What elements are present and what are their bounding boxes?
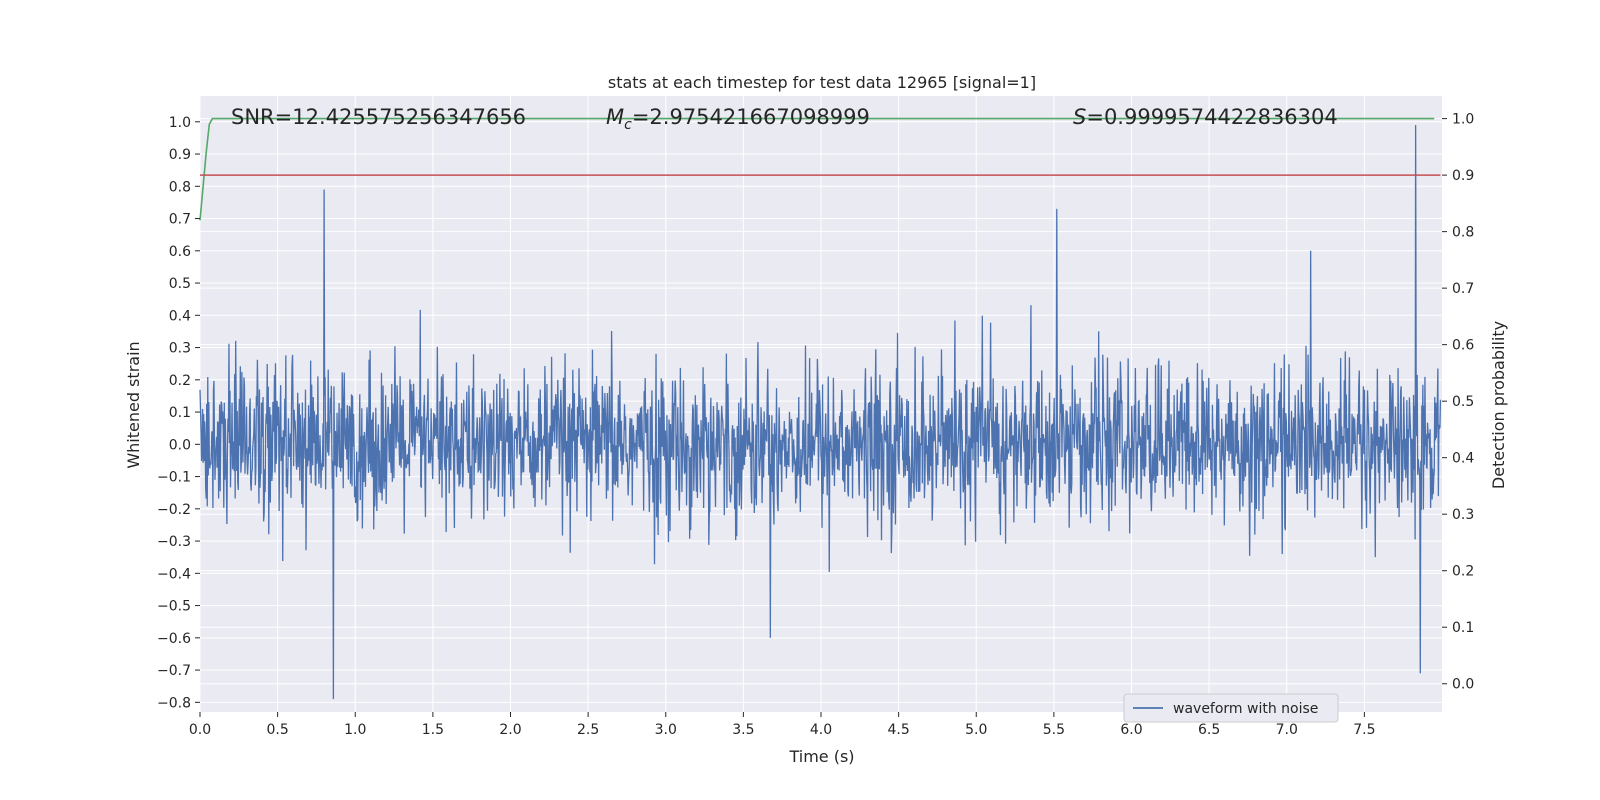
y-left-tick-label: 0.7 bbox=[169, 212, 191, 228]
x-tick-label: 2.0 bbox=[499, 722, 521, 738]
y-right-tick-label: 0.3 bbox=[1452, 507, 1474, 523]
probability-series bbox=[199, 117, 1441, 221]
waveform-series bbox=[199, 125, 1442, 700]
x-tick-label: 0.5 bbox=[266, 722, 288, 738]
x-tick-label: 2.5 bbox=[577, 722, 599, 738]
chirp-mass-annotation: Mc=2.975421667098999 bbox=[606, 105, 870, 133]
y-right-tick-label: 0.4 bbox=[1452, 451, 1474, 467]
x-tick-label: 0.0 bbox=[189, 722, 211, 738]
legend-entry-label: waveform with noise bbox=[1173, 701, 1318, 717]
y-right-axis-ticks: 0.0 0.1 0.2 0.3 0.4 0.5 0.6 0.7 0.8 0.9 1.0 bbox=[1442, 112, 1474, 693]
y-left-tick-label: −0.8 bbox=[157, 695, 191, 711]
y-left-tick-label: −0.7 bbox=[157, 663, 191, 679]
chirp-mass-symbol: M bbox=[606, 105, 624, 129]
chirp-mass-value: =2.975421667098999 bbox=[632, 105, 870, 129]
y-right-tick-label: 0.8 bbox=[1452, 225, 1474, 241]
y-left-tick-label: 0.9 bbox=[169, 147, 191, 163]
x-tick-label: 7.5 bbox=[1353, 722, 1375, 738]
y-left-tick-label: 0.5 bbox=[169, 276, 191, 292]
waveform-line bbox=[199, 125, 1442, 700]
y-right-axis-label: Detection probability bbox=[1489, 321, 1508, 489]
y-left-tick-label: −0.3 bbox=[157, 534, 191, 550]
y-left-tick-label: −0.2 bbox=[157, 502, 191, 518]
y-right-tick-label: 0.0 bbox=[1452, 677, 1474, 693]
x-axis-label: Time (s) bbox=[788, 747, 854, 766]
y-left-axis-label: Whitened strain bbox=[124, 341, 143, 468]
x-axis-ticks: 0.0 0.5 1.0 1.5 2.0 2.5 3.0 3.5 4.0 4.5 5.0 5.5 6.0 6… bbox=[189, 712, 1376, 738]
x-tick-label: 5.5 bbox=[1043, 722, 1065, 738]
y-left-tick-label: 0.1 bbox=[169, 405, 191, 421]
y-left-tick-label: 0.2 bbox=[169, 373, 191, 389]
legend: waveform with noise bbox=[1123, 693, 1339, 723]
y-left-tick-label: 0.4 bbox=[169, 308, 191, 324]
snr-annotation: SNR=12.425575256347656 bbox=[231, 105, 526, 129]
y-right-tick-label: 0.2 bbox=[1452, 564, 1474, 580]
y-right-tick-label: 0.1 bbox=[1452, 620, 1474, 636]
y-right-tick-label: 1.0 bbox=[1452, 112, 1474, 128]
detection-stat-value: =0.9999574422836304 bbox=[1086, 105, 1337, 129]
x-tick-label: 1.0 bbox=[344, 722, 366, 738]
grid-lines bbox=[199, 96, 1442, 712]
x-tick-label: 5.0 bbox=[965, 722, 987, 738]
y-right-tick-label: 0.5 bbox=[1452, 394, 1474, 410]
y-left-tick-label: 1.0 bbox=[169, 115, 191, 131]
detection-stat-symbol: S bbox=[1073, 105, 1086, 129]
y-right-tick-label: 0.7 bbox=[1452, 281, 1474, 297]
y-left-tick-label: −0.4 bbox=[157, 566, 191, 582]
x-tick-label: 1.5 bbox=[422, 722, 444, 738]
chart-title: stats at each timestep for test data 129… bbox=[608, 73, 1036, 92]
legend-box bbox=[1123, 693, 1339, 723]
y-right-tick-label: 0.9 bbox=[1452, 168, 1474, 184]
y-left-tick-label: 0.3 bbox=[169, 341, 191, 357]
chirp-mass-subscript: c bbox=[624, 117, 632, 133]
y-left-tick-label: 0.8 bbox=[169, 179, 191, 195]
x-tick-label: 6.0 bbox=[1120, 722, 1142, 738]
detection-stat-annotation: S=0.9999574422836304 bbox=[1073, 105, 1338, 129]
x-tick-label: 7.0 bbox=[1276, 722, 1298, 738]
y-left-tick-label: 0.0 bbox=[169, 437, 191, 453]
detection-probability-line bbox=[199, 117, 1435, 221]
x-tick-label: 4.5 bbox=[887, 722, 909, 738]
x-tick-label: 4.0 bbox=[810, 722, 832, 738]
y-left-tick-label: −0.5 bbox=[157, 599, 191, 615]
y-left-tick-label: −0.1 bbox=[157, 470, 191, 486]
x-tick-label: 3.0 bbox=[655, 722, 677, 738]
y-left-tick-label: 0.6 bbox=[169, 244, 191, 260]
y-right-tick-label: 0.6 bbox=[1452, 338, 1474, 354]
y-left-axis-ticks: −0.8 −0.7 −0.6 −0.5 −0.4 −0.3 −0.2 −0.1 0.0 0.1 0.… bbox=[157, 115, 200, 711]
x-tick-label: 6.5 bbox=[1198, 722, 1220, 738]
x-tick-label: 3.5 bbox=[732, 722, 754, 738]
y-left-tick-label: −0.6 bbox=[157, 631, 191, 647]
